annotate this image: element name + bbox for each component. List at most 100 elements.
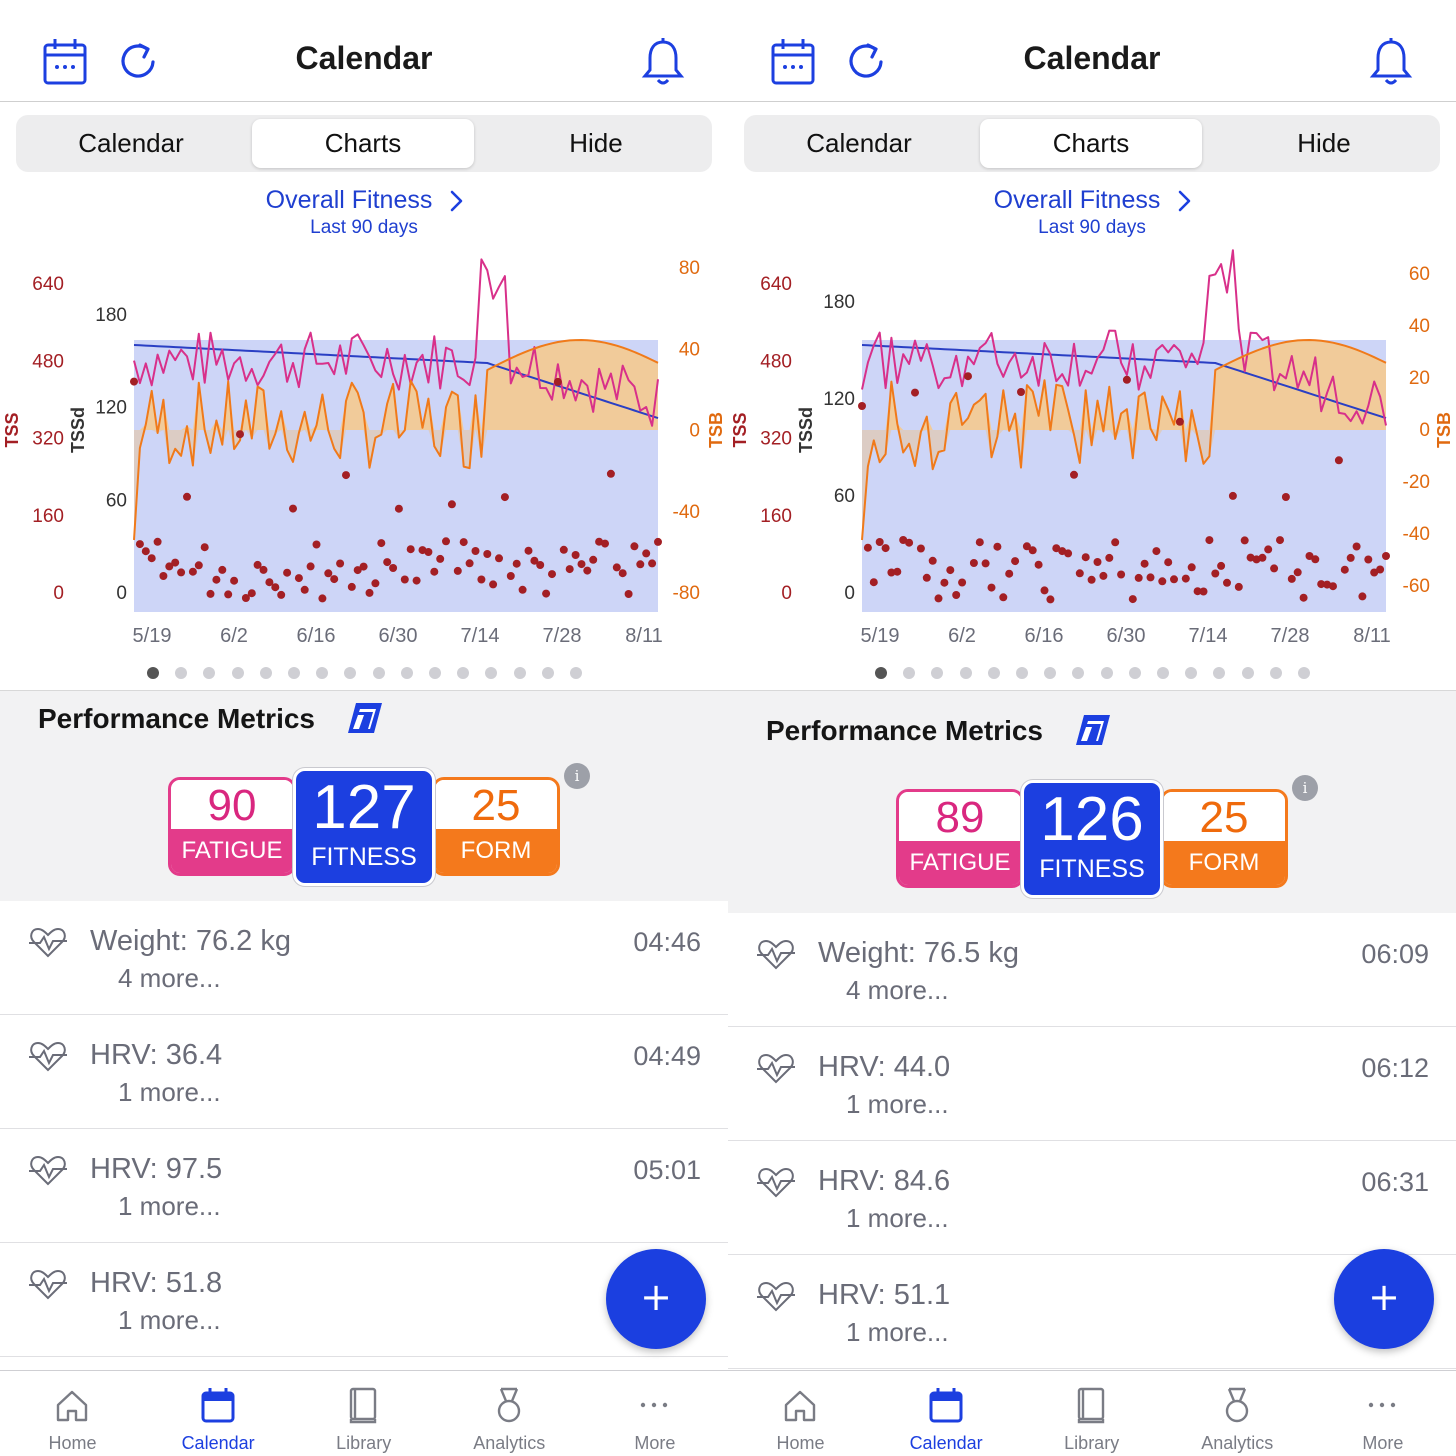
page-dot[interactable]	[344, 667, 357, 679]
tssd-tick-labels: 180 120 60 0	[823, 292, 855, 604]
page-dot[interactable]	[1185, 667, 1198, 679]
bell-icon[interactable]	[640, 36, 686, 88]
tss-point	[1317, 580, 1326, 589]
tss-point	[1193, 587, 1202, 596]
page-dot[interactable]	[457, 667, 470, 679]
list-item[interactable]: HRV: 84.6 1 more... 06:31	[728, 1141, 1456, 1255]
tss-point	[940, 578, 949, 587]
page-dot[interactable]	[316, 667, 329, 679]
tss-point	[1340, 565, 1349, 574]
tss-point	[495, 554, 503, 563]
segment-charts[interactable]: Charts	[252, 119, 474, 168]
segment-calendar[interactable]: Calendar	[806, 128, 912, 158]
tss-point	[1311, 555, 1320, 564]
tab-calendar[interactable]: Calendar	[146, 1371, 291, 1456]
page-dot[interactable]	[987, 667, 1000, 679]
page-dot[interactable]	[513, 667, 526, 679]
page-dot[interactable]	[541, 667, 554, 679]
page-dot[interactable]	[1128, 667, 1141, 679]
fatigue-card[interactable]: 89 FATIGUE	[896, 789, 1024, 888]
page-dot[interactable]	[175, 667, 188, 679]
tab-library[interactable]: Library	[291, 1371, 436, 1456]
page-dot[interactable]	[1100, 667, 1113, 679]
chart-heading[interactable]: Overall Fitness Last 90 days	[0, 186, 728, 239]
page-dot[interactable]	[1072, 667, 1085, 679]
tss-point	[589, 555, 598, 564]
fatigue-value: 90	[171, 780, 293, 830]
refresh-icon[interactable]	[844, 36, 890, 88]
tss-point	[453, 566, 462, 575]
list-item[interactable]: HRV: 44.0 1 more... 06:12	[728, 1027, 1456, 1141]
date-tick-label: 6/30	[1107, 625, 1146, 647]
tss-point	[1087, 575, 1096, 584]
tab-analytics[interactable]: Analytics	[1165, 1371, 1310, 1456]
tss-point	[518, 585, 527, 594]
page-dot[interactable]	[1157, 667, 1169, 679]
segment-hide[interactable]: Hide	[569, 128, 623, 158]
list-item[interactable]: HRV: 36.4 1 more... 04:49	[0, 1015, 728, 1129]
segment-charts[interactable]: Charts	[980, 119, 1202, 168]
tab-home[interactable]: Home	[0, 1371, 145, 1456]
page-dot[interactable]	[372, 667, 385, 679]
page-dot[interactable]	[875, 667, 887, 679]
fitness-card[interactable]: 127 FITNESS	[293, 768, 435, 886]
page-dot[interactable]	[959, 667, 972, 679]
fitness-line	[133, 344, 659, 420]
list-item[interactable]: HRV: 51.1 1 more...	[728, 1255, 1456, 1369]
fitness-card[interactable]: 126 FITNESS	[1021, 780, 1163, 898]
tab-home[interactable]: Home	[728, 1371, 873, 1456]
list-item[interactable]: HRV: 97.5 1 more... 05:01	[0, 1129, 728, 1243]
page-dot[interactable]	[1269, 667, 1282, 679]
page-dot[interactable]	[1298, 667, 1310, 679]
page-dot[interactable]	[570, 667, 582, 679]
list-item[interactable]: Weight: 76.2 kg 4 more... 04:46	[0, 901, 728, 1015]
fatigue-card[interactable]: 90 FATIGUE	[168, 777, 296, 876]
metric-more: 1 more...	[118, 1305, 221, 1335]
page-dot[interactable]	[147, 667, 159, 679]
tab-analytics[interactable]: Analytics	[437, 1371, 582, 1456]
page-dot[interactable]	[288, 667, 300, 679]
info-icon[interactable]: i	[1292, 775, 1318, 801]
form-card[interactable]: 25 FORM	[1160, 789, 1288, 888]
page-dot[interactable]	[485, 667, 498, 679]
page-dot[interactable]	[1213, 667, 1226, 679]
info-icon[interactable]: i	[564, 763, 590, 789]
page-dot[interactable]	[931, 667, 944, 679]
add-button[interactable]: +	[606, 1249, 706, 1349]
page-dot[interactable]	[429, 667, 441, 679]
segment-calendar[interactable]: Calendar	[78, 128, 184, 158]
page-title: Calendar	[1023, 40, 1161, 76]
tab-more[interactable]: More	[1310, 1371, 1455, 1456]
page-dot[interactable]	[203, 667, 216, 679]
tss-point	[1134, 573, 1143, 582]
list-item[interactable]: HRV: 51.8 1 more...	[0, 1243, 728, 1357]
refresh-icon[interactable]	[116, 36, 162, 88]
tab-library[interactable]: Library	[1019, 1371, 1164, 1456]
page-dot[interactable]	[1044, 667, 1057, 679]
list-item[interactable]: Weight: 76.5 kg 4 more... 06:09	[728, 913, 1456, 1027]
overall-fitness-chart[interactable]: TSS TSSd TSB 640 480 320 160 0 180 120 60 0 80 4…	[0, 240, 728, 650]
bell-icon[interactable]	[1368, 36, 1414, 88]
page-indicator[interactable]	[0, 665, 728, 681]
form-card[interactable]: 25 FORM	[432, 777, 560, 876]
tab-calendar[interactable]: Calendar	[874, 1371, 1019, 1456]
overall-fitness-chart[interactable]: TSS TSSd TSB 640 480 320 160 0 180 120 60 0 60 4…	[728, 240, 1456, 650]
chart-heading[interactable]: Overall Fitness Last 90 days	[728, 186, 1456, 239]
tab-more[interactable]: More	[582, 1371, 727, 1456]
performance-metrics-section: Performance Metrics 90 FATIGUE 25 FORM 1…	[0, 690, 728, 902]
page-dot[interactable]	[1241, 667, 1254, 679]
add-button[interactable]: +	[1334, 1249, 1434, 1349]
page-dot[interactable]	[1016, 667, 1028, 679]
page-dot[interactable]	[400, 667, 413, 679]
page-dot[interactable]	[231, 667, 244, 679]
tss-point	[869, 578, 878, 587]
page-indicator[interactable]	[728, 665, 1456, 681]
page-dot[interactable]	[259, 667, 272, 679]
calendar-picker-icon[interactable]	[42, 36, 88, 88]
plus-icon: +	[640, 1275, 672, 1319]
date-tick-label: 6/16	[297, 625, 336, 647]
segment-hide[interactable]: Hide	[1297, 128, 1351, 158]
tss-point	[969, 559, 978, 567]
page-dot[interactable]	[903, 667, 916, 679]
calendar-picker-icon[interactable]	[770, 36, 816, 88]
